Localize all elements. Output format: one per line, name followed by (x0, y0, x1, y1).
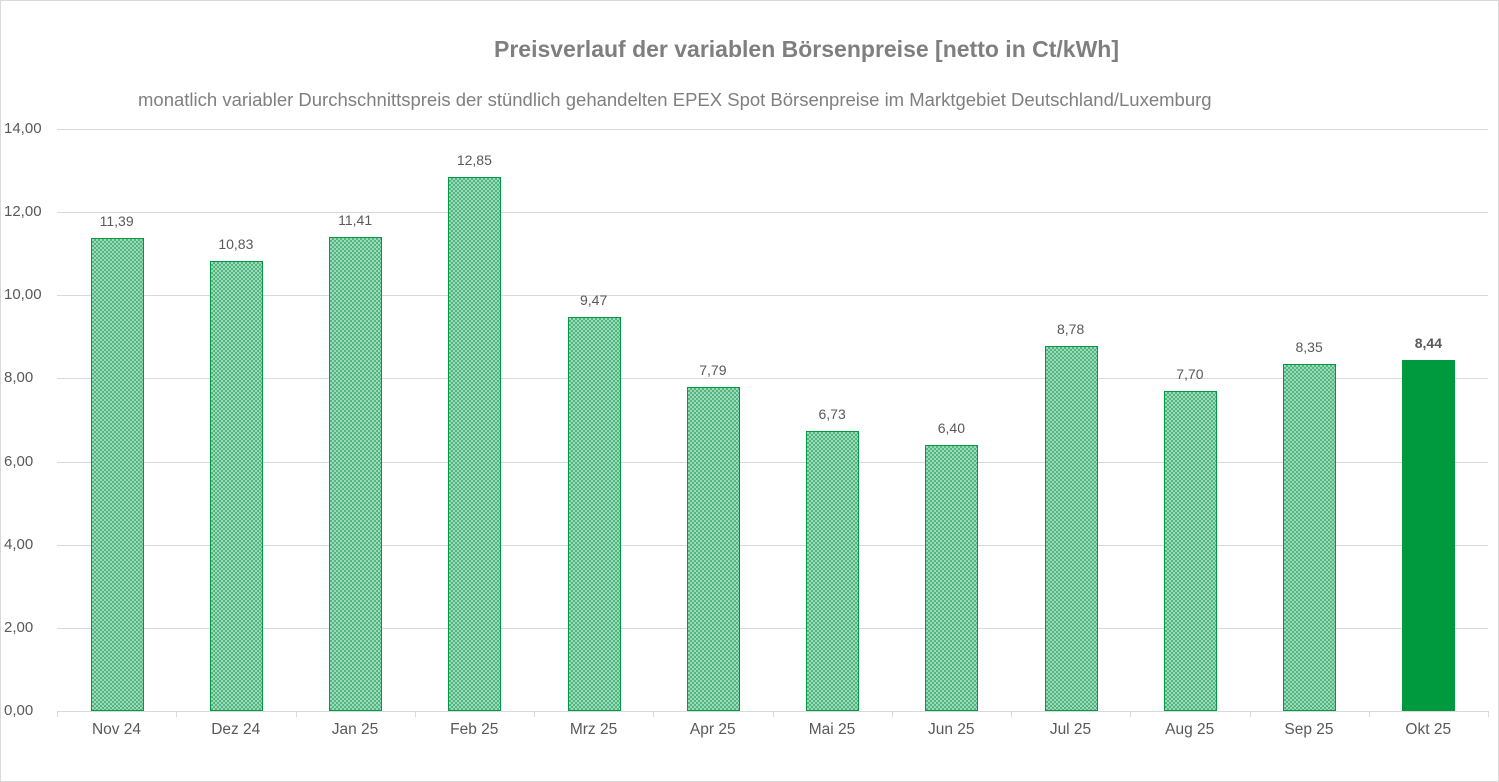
x-tick-label: Jun 25 (927, 721, 975, 738)
bar-sep-25 (1283, 363, 1337, 711)
x-tick-label: Nov 24 (91, 721, 142, 738)
y-tick-label: 8,00 (4, 369, 34, 387)
bar-dez-24 (209, 260, 263, 711)
gridline (57, 212, 1488, 214)
bar-mai-25 (806, 431, 860, 711)
bar-jul-25 (1044, 346, 1098, 711)
plot-area: 11,39 10,83 11,41 12,85 9,47 7,79 6,73 6,40 8,78… (57, 129, 1488, 711)
bar-jan-25 (329, 236, 383, 711)
x-tick-label: Dez 24 (211, 721, 261, 738)
x-tick-mark (57, 711, 58, 717)
bar-aug-25 (1163, 390, 1217, 711)
x-tick-label: Apr 25 (689, 721, 736, 738)
x-tick-mark (653, 711, 655, 717)
x-tick-mark (176, 711, 178, 717)
gridline (57, 627, 1488, 629)
gridline (57, 378, 1488, 380)
y-tick-label: 0,00 (4, 702, 34, 719)
x-tick-label: Jan 25 (331, 721, 379, 738)
x-tick-mark (534, 711, 535, 717)
bar-jun-25 (925, 444, 979, 711)
x-tick-label: Mrz 25 (569, 721, 618, 738)
x-tick-mark (1130, 711, 1132, 717)
bar-nov-24 (90, 237, 144, 711)
y-tick-label: 10,00 (4, 286, 42, 304)
data-label: 6,40 (937, 419, 965, 436)
y-tick-label: 14,00 (4, 120, 42, 137)
x-tick-mark (1368, 711, 1370, 717)
x-tick-mark (295, 711, 297, 717)
gridline (57, 544, 1488, 546)
bar-apr-25 (686, 387, 740, 711)
x-tick-label: Sep 25 (1284, 721, 1334, 738)
data-label: 11,39 (99, 212, 134, 229)
chart-subtitle: monatlich variabler Durchschnittspreis d… (138, 89, 1212, 110)
x-tick-mark (1249, 711, 1251, 717)
x-tick-label: Okt 25 (1405, 721, 1452, 738)
data-label: 8,78 (1057, 321, 1085, 337)
x-tick-label: Aug 25 (1165, 721, 1215, 738)
x-tick-mark (772, 711, 774, 717)
bar-mrz-25 (567, 317, 621, 711)
chart-title: Preisverlauf der variablen Börsenpreise … (494, 36, 1119, 62)
data-label: 7,70 (1176, 365, 1204, 382)
bar-feb-25 (448, 176, 502, 711)
bar-okt-25 (1402, 360, 1456, 711)
data-label: 7,79 (699, 362, 727, 379)
x-tick-label: Feb 25 (450, 721, 499, 738)
y-tick-label: 6,00 (4, 452, 34, 470)
y-tick-label: 4,00 (4, 535, 34, 553)
gridline (57, 129, 1488, 130)
data-label: 12,85 (456, 151, 492, 168)
x-tick-mark (891, 711, 893, 717)
gridline (57, 461, 1488, 463)
gridline (57, 295, 1488, 297)
x-tick-mark (1488, 711, 1489, 717)
data-label: 10,83 (218, 235, 254, 252)
y-tick-label: 12,00 (4, 203, 42, 221)
data-label: 8,44 (1414, 335, 1442, 352)
data-label: 9,47 (580, 292, 608, 309)
x-tick-label: Jul 25 (1049, 721, 1092, 738)
data-label: 6,73 (818, 406, 846, 423)
x-tick-label: Mai 25 (808, 721, 856, 738)
data-label: 11,41 (338, 211, 373, 228)
y-tick-label: 2,00 (4, 618, 34, 636)
data-label: 8,35 (1295, 338, 1323, 355)
x-tick-mark (1011, 711, 1012, 717)
x-tick-mark (414, 711, 416, 717)
